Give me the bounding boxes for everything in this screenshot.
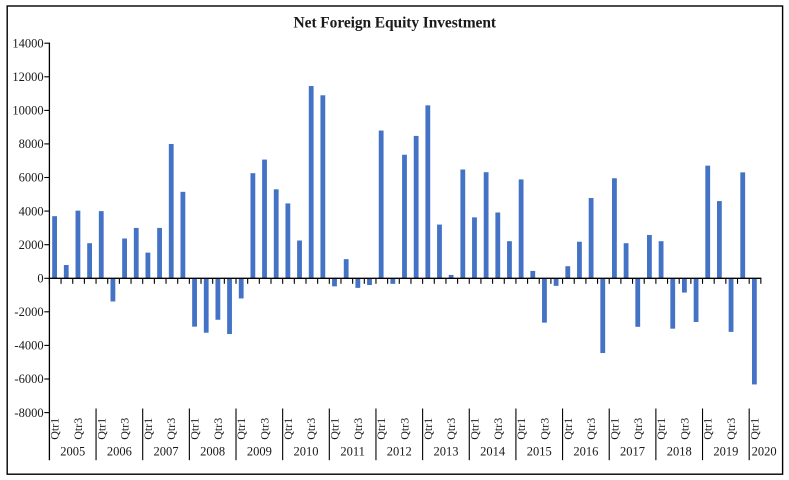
svg-text:Qtr3: Qtr3 <box>164 418 178 440</box>
svg-text:-6000: -6000 <box>14 372 43 386</box>
svg-text:Qtr1: Qtr1 <box>747 418 761 440</box>
svg-text:Net Foreign Equity Investment: Net Foreign Equity Investment <box>294 15 497 32</box>
svg-text:2015: 2015 <box>527 445 552 459</box>
svg-text:2016: 2016 <box>573 445 598 459</box>
svg-text:Qtr3: Qtr3 <box>351 418 365 440</box>
svg-text:0: 0 <box>37 272 43 286</box>
svg-text:2010: 2010 <box>293 445 318 459</box>
svg-text:2011: 2011 <box>340 445 365 459</box>
svg-text:2013: 2013 <box>433 445 458 459</box>
svg-text:-4000: -4000 <box>14 339 43 353</box>
svg-text:Qtr1: Qtr1 <box>607 418 621 440</box>
svg-text:Qtr3: Qtr3 <box>444 418 458 440</box>
svg-text:Qtr1: Qtr1 <box>48 418 62 440</box>
svg-text:Qtr1: Qtr1 <box>561 418 575 440</box>
svg-text:Qtr1: Qtr1 <box>141 418 155 440</box>
svg-text:8000: 8000 <box>19 137 44 151</box>
svg-text:Qtr3: Qtr3 <box>724 418 738 440</box>
svg-text:2007: 2007 <box>154 445 179 459</box>
svg-text:4000: 4000 <box>19 204 44 218</box>
svg-text:-2000: -2000 <box>14 305 43 319</box>
svg-text:12000: 12000 <box>12 70 43 84</box>
svg-text:Qtr3: Qtr3 <box>304 418 318 440</box>
svg-text:Qtr3: Qtr3 <box>258 418 272 440</box>
svg-text:2009: 2009 <box>247 445 272 459</box>
svg-text:Qtr1: Qtr1 <box>654 418 668 440</box>
svg-text:Qtr1: Qtr1 <box>234 418 248 440</box>
svg-text:2014: 2014 <box>480 445 506 459</box>
svg-text:Qtr1: Qtr1 <box>94 418 108 440</box>
svg-text:Qtr3: Qtr3 <box>537 418 551 440</box>
svg-text:2017: 2017 <box>620 445 645 459</box>
svg-text:-8000: -8000 <box>14 406 43 420</box>
svg-text:6000: 6000 <box>19 171 44 185</box>
svg-text:Qtr3: Qtr3 <box>491 418 505 440</box>
svg-text:Qtr1: Qtr1 <box>281 418 295 440</box>
svg-text:Qtr1: Qtr1 <box>188 418 202 440</box>
svg-text:Qtr3: Qtr3 <box>118 418 132 440</box>
svg-text:2012: 2012 <box>387 445 412 459</box>
svg-text:2006: 2006 <box>107 445 132 459</box>
svg-text:2000: 2000 <box>19 238 44 252</box>
svg-text:Qtr1: Qtr1 <box>374 418 388 440</box>
svg-text:2008: 2008 <box>200 445 225 459</box>
svg-text:Qtr1: Qtr1 <box>701 418 715 440</box>
svg-text:Qtr1: Qtr1 <box>421 418 435 440</box>
svg-text:Qtr1: Qtr1 <box>467 418 481 440</box>
svg-text:2018: 2018 <box>667 445 692 459</box>
svg-text:Qtr3: Qtr3 <box>211 418 225 440</box>
svg-text:Qtr3: Qtr3 <box>71 418 85 440</box>
svg-text:Qtr3: Qtr3 <box>677 418 691 440</box>
svg-text:Qtr1: Qtr1 <box>514 418 528 440</box>
svg-text:Qtr1: Qtr1 <box>328 418 342 440</box>
svg-text:Qtr3: Qtr3 <box>584 418 598 440</box>
svg-text:10000: 10000 <box>12 104 43 118</box>
svg-text:2019: 2019 <box>713 445 738 459</box>
svg-text:Qtr3: Qtr3 <box>631 418 645 440</box>
svg-text:2020: 2020 <box>752 445 777 459</box>
svg-text:14000: 14000 <box>12 36 43 50</box>
svg-text:2005: 2005 <box>60 445 85 459</box>
svg-text:Qtr3: Qtr3 <box>397 418 411 440</box>
